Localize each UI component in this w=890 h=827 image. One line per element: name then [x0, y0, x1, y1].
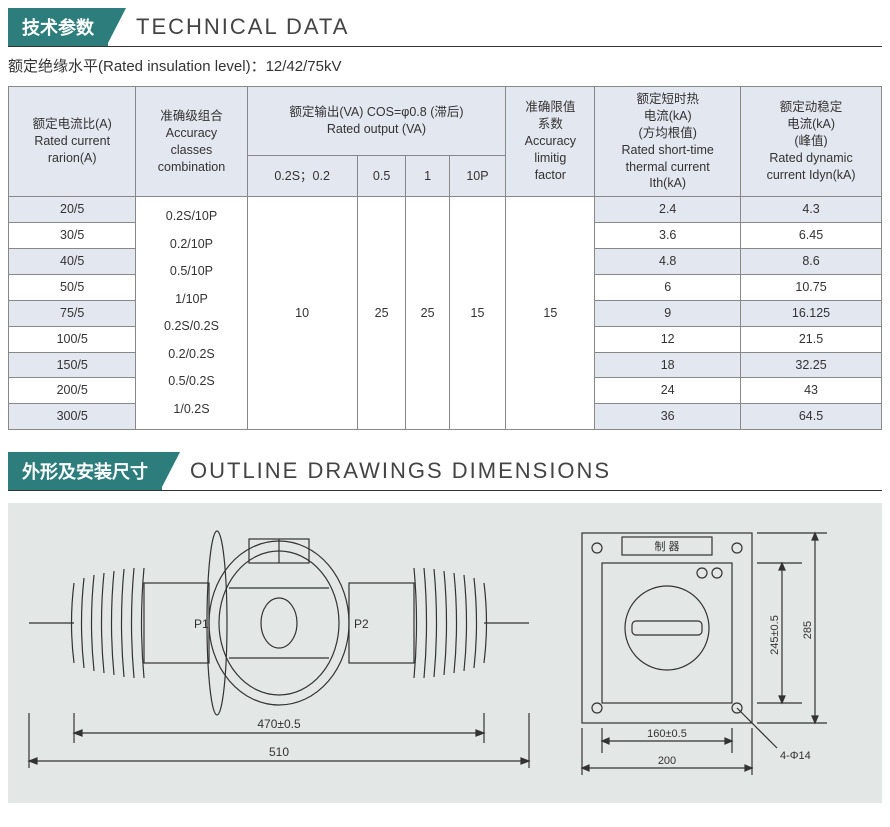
- drawings-panel: P1 P2 470±0.5 510: [8, 503, 882, 803]
- cell-output-d: 15: [449, 197, 506, 430]
- th-accuracy-classes: 准确级组合Accuracyclassescombination: [136, 87, 247, 197]
- cell-ith: 12: [595, 326, 741, 352]
- th-accuracy-factor: 准确限值系数Accuracylimitigfactor: [506, 87, 595, 197]
- front-view-drawing: P1 P2 470±0.5 510: [19, 513, 539, 793]
- cell-ratio: 40/5: [9, 249, 136, 275]
- cell-ratio: 300/5: [9, 404, 136, 430]
- cell-idyn: 6.45: [741, 223, 882, 249]
- cell-idyn: 10.75: [741, 274, 882, 300]
- cell-ith: 18: [595, 352, 741, 378]
- cell-ratio: 50/5: [9, 274, 136, 300]
- cell-factor: 15: [506, 197, 595, 430]
- dim-285: 285: [802, 621, 814, 639]
- insulation-level-text: 额定绝缘水平(Rated insulation level)：12/42/75k…: [8, 55, 882, 76]
- th-output-10p: 10P: [449, 155, 506, 197]
- table-body: 20/5 0.2S/10P0.2/10P0.5/10P1/10P0.2S/0.2…: [9, 197, 882, 430]
- cell-ith: 6: [595, 274, 741, 300]
- th-rated-output-group: 额定输出(VA) COS=φ0.8 (滞后)Rated output (VA): [247, 87, 506, 156]
- cell-idyn: 21.5: [741, 326, 882, 352]
- cell-ratio: 30/5: [9, 223, 136, 249]
- cell-output-b: 25: [357, 197, 406, 430]
- nameplate-text: 制 器: [654, 540, 679, 553]
- cell-idyn: 4.3: [741, 197, 882, 223]
- cell-idyn: 16.125: [741, 300, 882, 326]
- cell-ratio: 100/5: [9, 326, 136, 352]
- cell-ith: 4.8: [595, 249, 741, 275]
- dim-160: 160±0.5: [647, 728, 687, 740]
- th-ratio: 额定电流比(A)Rated currentrarion(A): [9, 87, 136, 197]
- cell-output-c: 25: [406, 197, 449, 430]
- outline-header: 外形及安装尺寸 OUTLINE DRAWINGS DIMENSIONS: [8, 452, 882, 491]
- cell-ith: 3.6: [595, 223, 741, 249]
- cell-idyn: 43: [741, 378, 882, 404]
- technical-data-table: 额定电流比(A)Rated currentrarion(A) 准确级组合Accu…: [8, 86, 882, 430]
- cell-ratio: 200/5: [9, 378, 136, 404]
- cell-accuracy-classes: 0.2S/10P0.2/10P0.5/10P1/10P0.2S/0.2S0.2/…: [136, 197, 247, 430]
- cell-ratio: 150/5: [9, 352, 136, 378]
- cell-idyn: 64.5: [741, 404, 882, 430]
- cell-idyn: 32.25: [741, 352, 882, 378]
- label-p1: P1: [194, 617, 209, 631]
- th-output-05: 0.5: [357, 155, 406, 197]
- cell-ith: 9: [595, 300, 741, 326]
- th-ith: 额定短时热电流(kA)(方均根值)Rated short-timethermal…: [595, 87, 741, 197]
- dim-245: 245±0.5: [769, 615, 781, 655]
- th-idyn: 额定动稳定电流(kA)(峰值)Rated dynamiccurrent Idyn…: [741, 87, 882, 197]
- technical-data-header: 技术参数 TECHNICAL DATA: [8, 8, 882, 47]
- cell-ith: 24: [595, 378, 741, 404]
- label-p2: P2: [354, 617, 369, 631]
- outline-title-en: OUTLINE DRAWINGS DIMENSIONS: [190, 458, 611, 484]
- cell-ith: 2.4: [595, 197, 741, 223]
- technical-data-title-en: TECHNICAL DATA: [136, 14, 349, 40]
- table-row: 20/5 0.2S/10P0.2/10P0.5/10P1/10P0.2S/0.2…: [9, 197, 882, 223]
- outline-tab: 外形及安装尺寸: [8, 452, 162, 490]
- th-output-02s: 0.2S；0.2: [247, 155, 357, 197]
- cell-ratio: 75/5: [9, 300, 136, 326]
- technical-data-tab: 技术参数: [8, 8, 108, 46]
- th-output-1: 1: [406, 155, 449, 197]
- holes-label: 4-Φ14: [780, 750, 811, 762]
- cell-ratio: 20/5: [9, 197, 136, 223]
- cell-output-a: 10: [247, 197, 357, 430]
- dim-470: 470±0.5: [257, 717, 301, 731]
- dim-200: 200: [657, 755, 675, 767]
- side-view-drawing: 制 器 160±0.5 200 245±0.5 285 4-Φ14: [552, 513, 872, 793]
- dim-510: 510: [268, 745, 288, 759]
- cell-idyn: 8.6: [741, 249, 882, 275]
- cell-ith: 36: [595, 404, 741, 430]
